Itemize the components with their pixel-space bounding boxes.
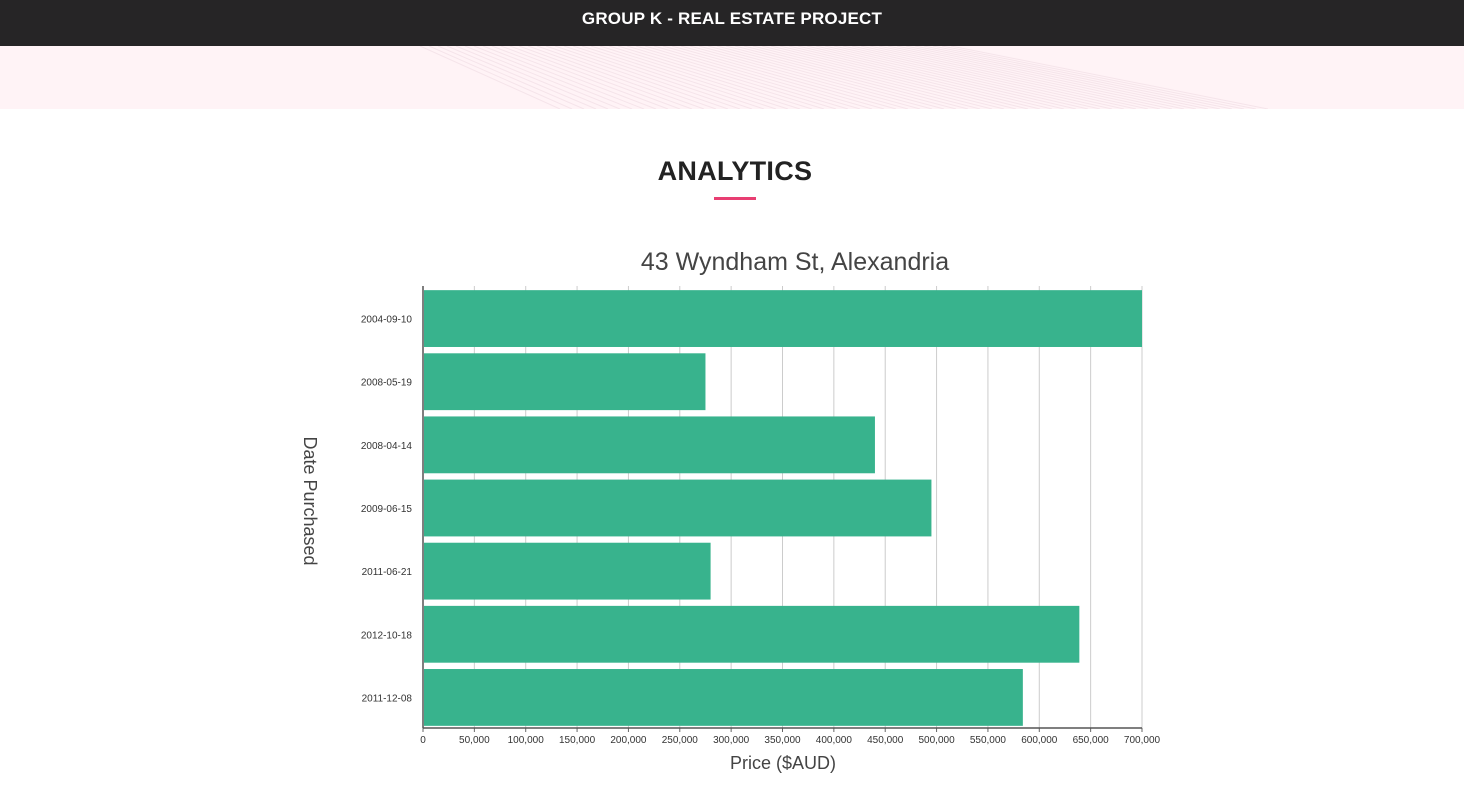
x-axis-title: Price ($AUD)	[730, 753, 836, 773]
section-title: ANALYTICS	[657, 156, 813, 186]
x-tick-label: 150,000	[559, 735, 596, 746]
y-tick-label: 2011-12-08	[362, 693, 413, 704]
y-tick-label: 2008-05-19	[361, 378, 413, 389]
x-tick-label: 700,000	[1124, 735, 1161, 746]
app-title: GROUP K - REAL ESTATE PROJECT	[581, 9, 883, 28]
x-tick-label: 350,000	[764, 735, 801, 746]
x-tick-label: 200,000	[610, 735, 647, 746]
y-tick-labels: 2004-09-10 2008-05-19 2008-04-14 2009-06-15…	[361, 315, 413, 705]
title-underline	[714, 197, 756, 200]
x-tick-label: 250,000	[662, 735, 699, 746]
x-tick-label: 600,000	[1021, 735, 1058, 746]
y-tick-label: 2009-06-15	[361, 504, 413, 515]
bar[interactable]	[424, 290, 1142, 347]
axes	[422, 286, 1143, 732]
bar-chart-svg: 43 Wyndham St, Alexandria 2004-09-10 2008…	[300, 248, 1161, 773]
hero-band	[0, 46, 1464, 109]
top-header-bar: GROUP K - REAL ESTATE PROJECT	[0, 0, 1464, 46]
x-tick-label: 450,000	[867, 735, 904, 746]
y-tick-label: 2004-09-10	[361, 315, 413, 326]
y-tick-label: 2008-04-14	[361, 441, 413, 452]
bar[interactable]	[424, 479, 932, 537]
bar[interactable]	[424, 669, 1023, 726]
bar[interactable]	[424, 416, 875, 474]
chart-title: 43 Wyndham St, Alexandria	[641, 248, 949, 276]
x-tick-label: 550,000	[970, 735, 1007, 746]
bar[interactable]	[424, 605, 1080, 663]
bar[interactable]	[424, 542, 711, 600]
x-tick-label: 100,000	[508, 735, 545, 746]
x-tick-label: 500,000	[918, 735, 955, 746]
x-tick-label: 400,000	[816, 735, 853, 746]
y-tick-label: 2011-06-21	[362, 567, 413, 578]
x-tick-label: 300,000	[713, 735, 750, 746]
x-tick-label: 650,000	[1073, 735, 1110, 746]
bar[interactable]	[424, 353, 706, 411]
bar-chart: 43 Wyndham St, Alexandria 2004-09-10 2008…	[0, 230, 1464, 785]
y-axis-title: Date Purchased	[300, 436, 320, 565]
x-tick-label: 50,000	[459, 735, 490, 746]
x-tick-labels: 0 50,000 100,000 150,000 200,000 250,000 300,0…	[420, 735, 1160, 746]
x-tick-label: 0	[420, 735, 426, 746]
hero-band-pattern	[419, 46, 1269, 109]
bars	[424, 290, 1142, 726]
y-tick-label: 2012-10-18	[361, 630, 413, 641]
